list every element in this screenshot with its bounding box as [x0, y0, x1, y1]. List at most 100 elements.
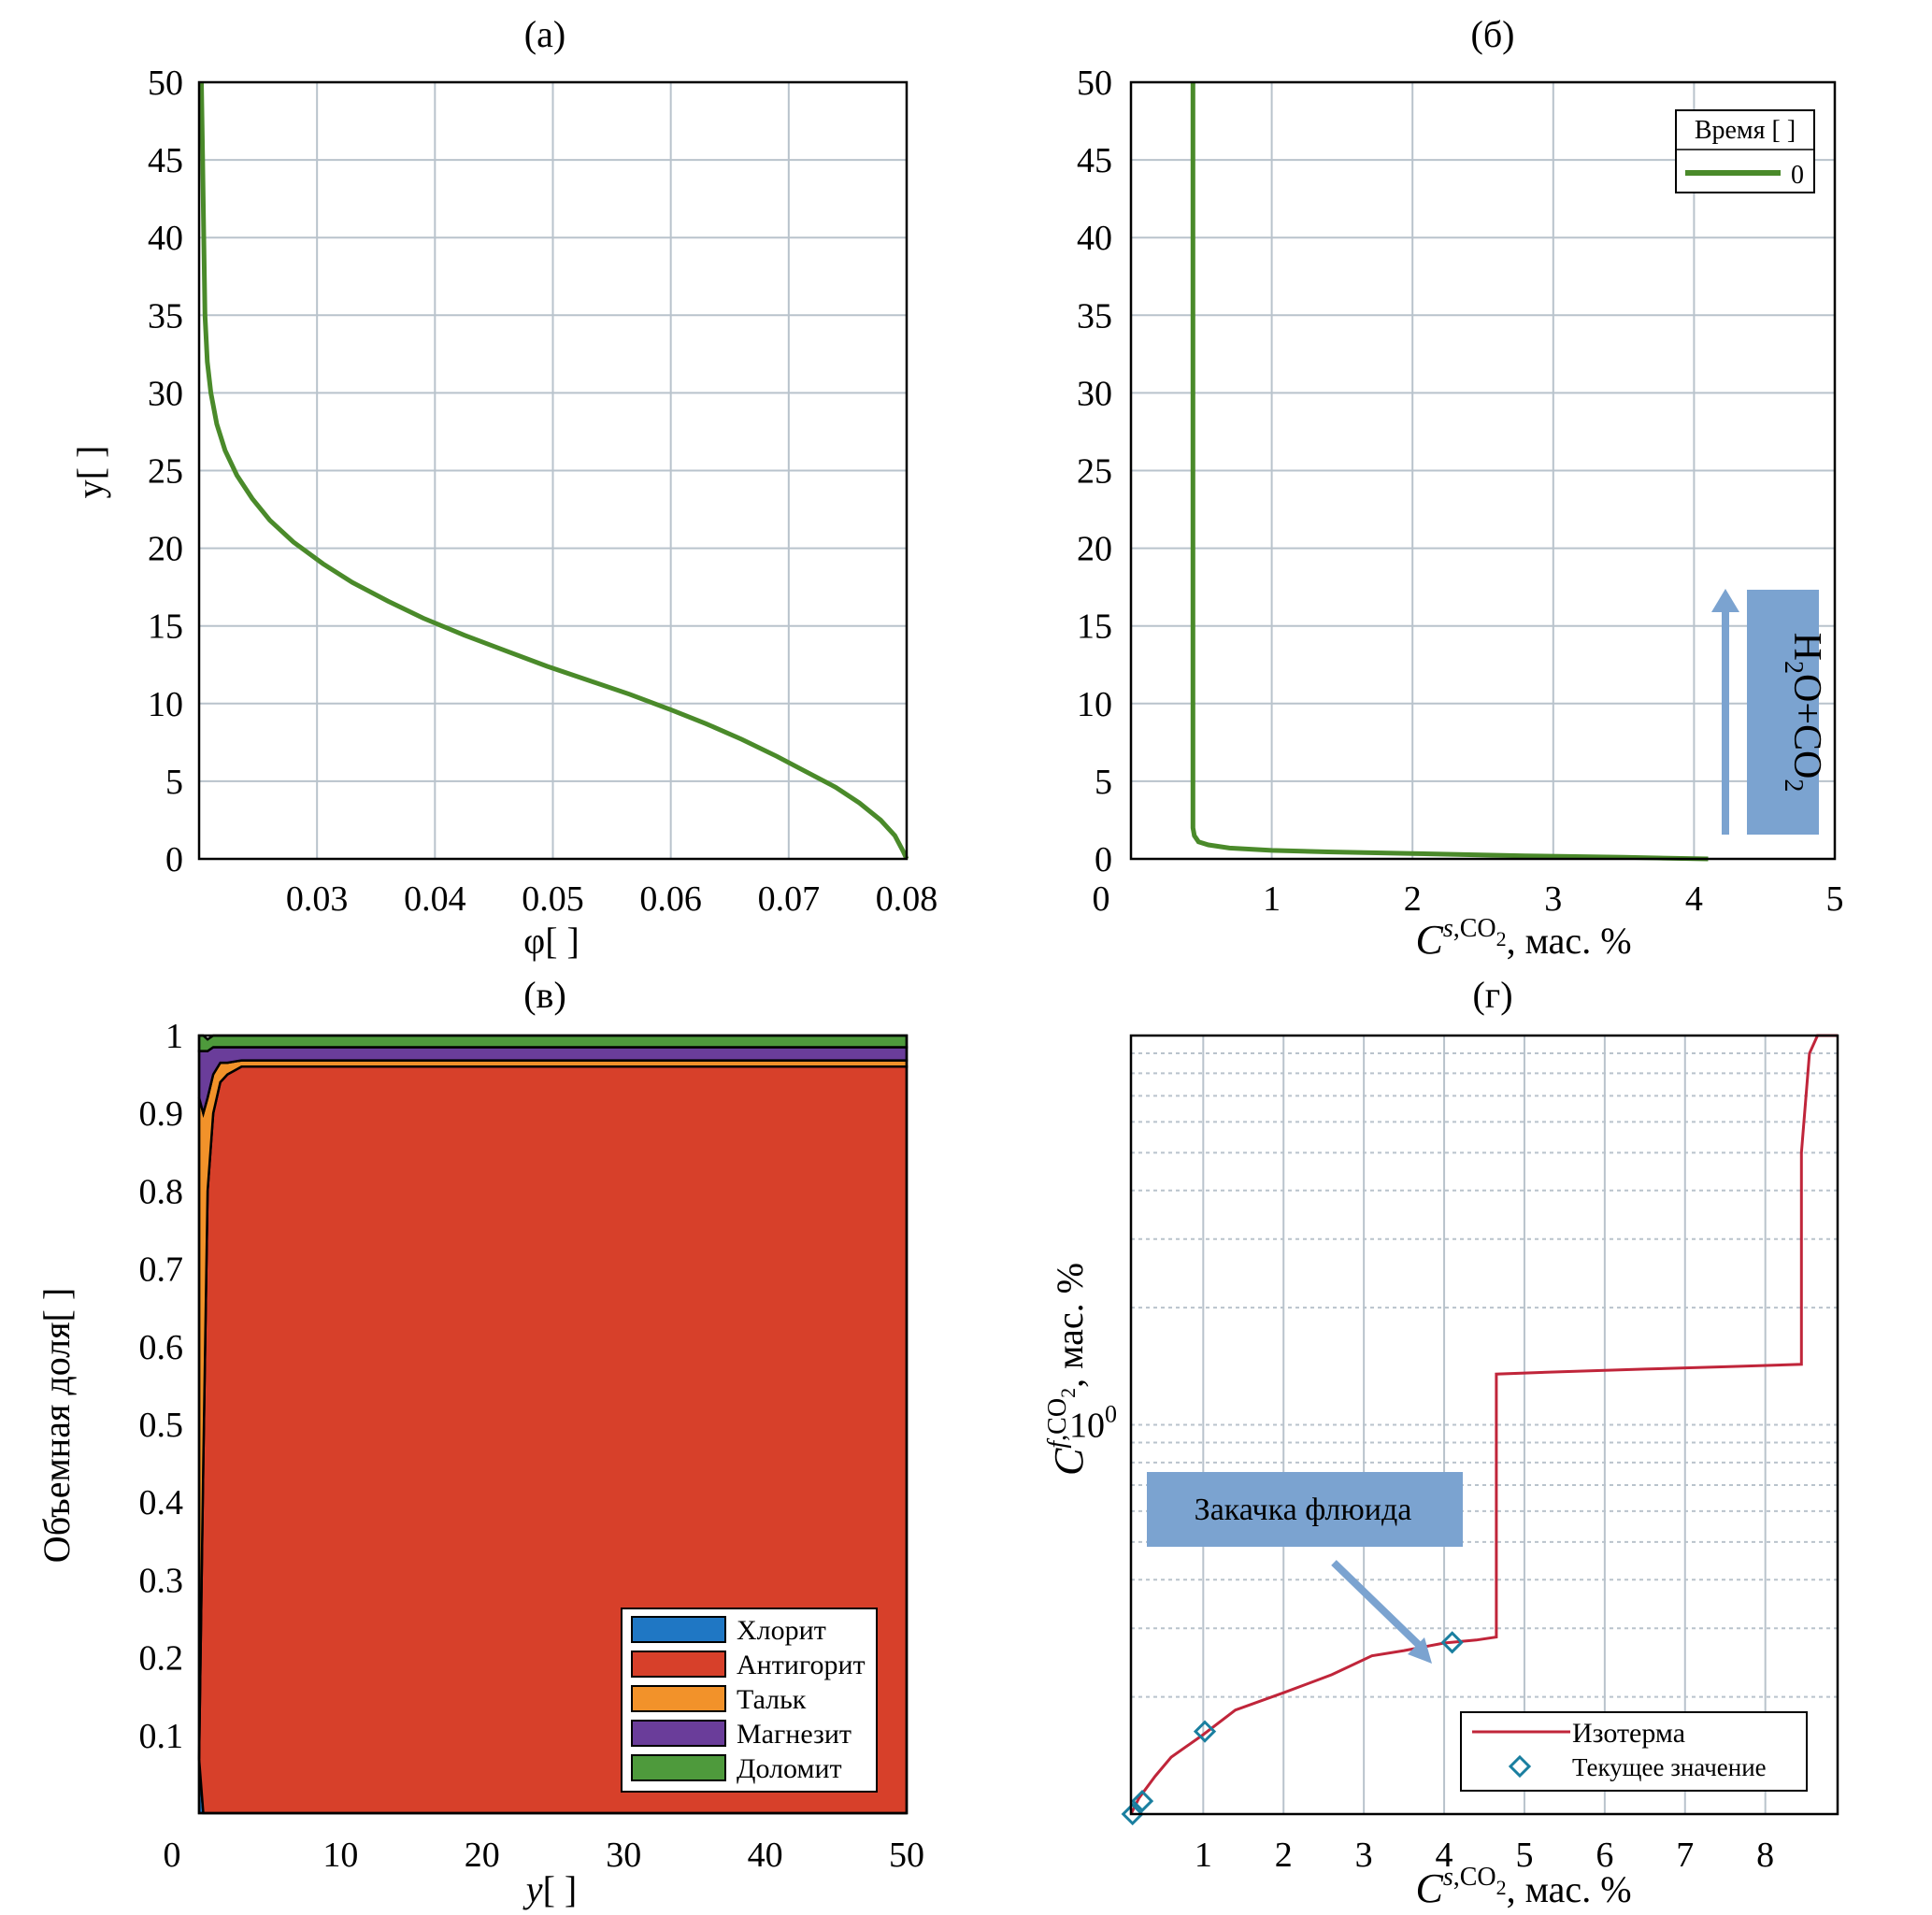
- panel-c-ytick-label: 0.9: [139, 1094, 184, 1134]
- panel-c-ytick-label: 1: [165, 1017, 183, 1056]
- panel-d-current-marker: [1193, 1720, 1217, 1743]
- panel-a-ytick-label: 20: [148, 530, 183, 569]
- panel-b-xtick-label: 0: [1093, 879, 1110, 919]
- panel-d-ticks: 1 2 3 4 5 6 7 8 100: [1069, 1401, 1774, 1876]
- panel-c-legend-label-dolomite: Доломит: [737, 1753, 842, 1784]
- panel-a-ytick-label: 35: [148, 296, 183, 336]
- panel-c-frame: [197, 1034, 909, 1815]
- panel-b-up-arrow-icon: [1711, 589, 1739, 612]
- panel-d-frame: [1129, 1034, 1839, 1816]
- panel-c-xtick-label: 30: [606, 1836, 641, 1875]
- panel-b-legend: Время [ ] 0: [1675, 109, 1815, 193]
- panel-a-ytick-label: 40: [148, 219, 183, 258]
- panel-b-frame: [1129, 80, 1837, 861]
- panel-d-current-marker: [1440, 1631, 1464, 1654]
- panel-c-title: (в): [523, 974, 566, 1016]
- panel-d-xtick-label: 2: [1275, 1836, 1293, 1875]
- panel-b-xtick-label: 5: [1826, 879, 1844, 919]
- panel-c-legend-swatch-talc: [631, 1685, 726, 1712]
- panel-c-ytick-label: 0.5: [139, 1406, 184, 1445]
- panel-b-ytick-label: 45: [1077, 141, 1112, 180]
- panel-d-xtick-label: 1: [1195, 1836, 1212, 1875]
- panel-b-ytick-label: 25: [1077, 452, 1112, 492]
- panel-a-xtick-label: 0.06: [639, 879, 702, 919]
- panel-c-xtick-label: 50: [889, 1836, 924, 1875]
- panel-d-legend-marker-label: Текущее значение: [1572, 1753, 1767, 1781]
- panel-c-legend-label-antigorite: Антигорит: [737, 1650, 866, 1680]
- panel-d-annotation-box: [1147, 1472, 1463, 1547]
- panel-a-title: (а): [524, 13, 565, 55]
- panel-b-ytick-label: 50: [1077, 64, 1112, 103]
- panel-d: (г) 1 2 3 4 5 6 7 8 100 Закачка флюида Изотерма …: [1043, 974, 1839, 1911]
- panel-b-ytick-zero-label: 0: [1095, 840, 1112, 879]
- panel-b-ytick-label: 35: [1077, 296, 1112, 336]
- panel-d-ylabel: Cf,CO2, мас. %: [1043, 1263, 1092, 1476]
- panel-b-xlabel: Cs,CO2, мас. %: [1415, 914, 1631, 963]
- panel-b-title: (б): [1471, 13, 1515, 55]
- panel-c-legend-swatch-dolomite: [631, 1754, 726, 1781]
- panel-b-ytick-label: 30: [1077, 374, 1112, 413]
- panel-c-xtick-label: 0: [164, 1836, 181, 1875]
- panel-d-current-markers: [1121, 1631, 1464, 1826]
- panel-c-ytick-label: 0.1: [139, 1717, 184, 1756]
- panel-d-legend-marker-icon: [1508, 1754, 1532, 1779]
- panel-c-legend-swatch-magnesite: [631, 1720, 726, 1747]
- panel-c-ytick-label: 0.8: [139, 1172, 184, 1211]
- panel-d-arrow-icon: [1408, 1637, 1432, 1664]
- panel-b-legend-entry: 0: [1791, 161, 1804, 190]
- panel-d-fluid-injection-annotation: Закачка флюида: [1147, 1472, 1463, 1664]
- panel-a-ytick-label: 0: [165, 840, 183, 879]
- panel-d-ytick-label: 100: [1069, 1401, 1117, 1446]
- panel-c-legend-label-chlorite: Хлорит: [737, 1615, 826, 1646]
- panel-a-ytick-label: 5: [165, 763, 183, 802]
- panel-c-ytick-label: 0.6: [139, 1328, 184, 1367]
- panel-a-ytick-label: 45: [148, 141, 183, 180]
- panel-b-legend-title: Время [ ]: [1695, 116, 1796, 145]
- panel-c-ytick-label: 0.4: [139, 1483, 184, 1522]
- panel-a-xtick-label: 0.08: [876, 879, 938, 919]
- panel-a-ytick-label: 50: [148, 64, 183, 103]
- panel-c-ytick-label: 0.7: [139, 1250, 184, 1290]
- panel-a-ytick-label: 15: [148, 607, 183, 647]
- panel-d-xtick-label: 5: [1515, 1836, 1533, 1875]
- panel-a-ylabel: y[ ]: [69, 446, 111, 499]
- panel-a-ytick-label: 10: [148, 685, 183, 724]
- panel-a-frame: [197, 80, 909, 861]
- panel-c-ytick-label: 0.2: [139, 1639, 184, 1679]
- panel-b-ytick-label: 20: [1077, 530, 1112, 569]
- panel-c-xtick-label: 40: [748, 1836, 783, 1875]
- panel-b-annotation-box: [1747, 590, 1819, 835]
- panel-b-ytick-label: 40: [1077, 219, 1112, 258]
- panel-d-title: (г): [1472, 974, 1512, 1016]
- panel-d-current-marker: [1130, 1789, 1154, 1813]
- panel-c-xtick-label: 10: [322, 1836, 358, 1875]
- panel-c-xlabel: y[ ]: [522, 1868, 577, 1910]
- panel-a-xtick-label: 0.05: [522, 879, 584, 919]
- panel-d-xlabel: Cs,CO2, мас. %: [1415, 1863, 1631, 1911]
- panel-b-annotation-label: H2O+CO2: [1779, 633, 1828, 793]
- panel-c-ticks: 0 10 20 30 40 50 0.1 0.2 0.3 0.4 0.5 0.6 0.7 0.8 0.9 1: [139, 1017, 925, 1875]
- panel-c: (в) 0 10 20 30 40 500.10.20.30.40.50.60.70.80…: [36, 974, 924, 1910]
- panel-d-xtick-label: 3: [1355, 1836, 1373, 1875]
- panel-d-current-marker: [1121, 1802, 1144, 1826]
- panel-b-grid: [1131, 81, 1835, 859]
- panel-c-ylabel: Объемная доля[ ]: [36, 1288, 78, 1563]
- panel-a: (а) 0.03 0.04 0.05 0.06 0.07 0.08 0 5 10 15 20 25 30…: [69, 13, 937, 962]
- panel-b-xtick-label: 3: [1544, 879, 1562, 919]
- panel-d-xtick-label: 4: [1436, 1836, 1453, 1875]
- panel-c-legend-label-talc: Тальк: [737, 1684, 807, 1715]
- panel-d-grid: [1131, 1036, 1838, 1814]
- panel-c-legend-swatch-antigorite: [631, 1651, 726, 1678]
- panel-b-concentration-line: [1190, 82, 1709, 862]
- panel-b-ytick-label: 5: [1095, 763, 1112, 802]
- panel-b-xtick-label: 4: [1685, 879, 1703, 919]
- panel-a-ticks: 0.03 0.04 0.05 0.06 0.07 0.08 0 5 10 15 20 25 30 35 40…: [148, 64, 937, 919]
- panel-b-ytick-label: 15: [1077, 607, 1112, 647]
- panel-c-legend-label-magnesite: Магнезит: [737, 1719, 852, 1750]
- panel-b-ytick-label: 10: [1077, 685, 1112, 724]
- panel-c-xtick-label: 20: [465, 1836, 500, 1875]
